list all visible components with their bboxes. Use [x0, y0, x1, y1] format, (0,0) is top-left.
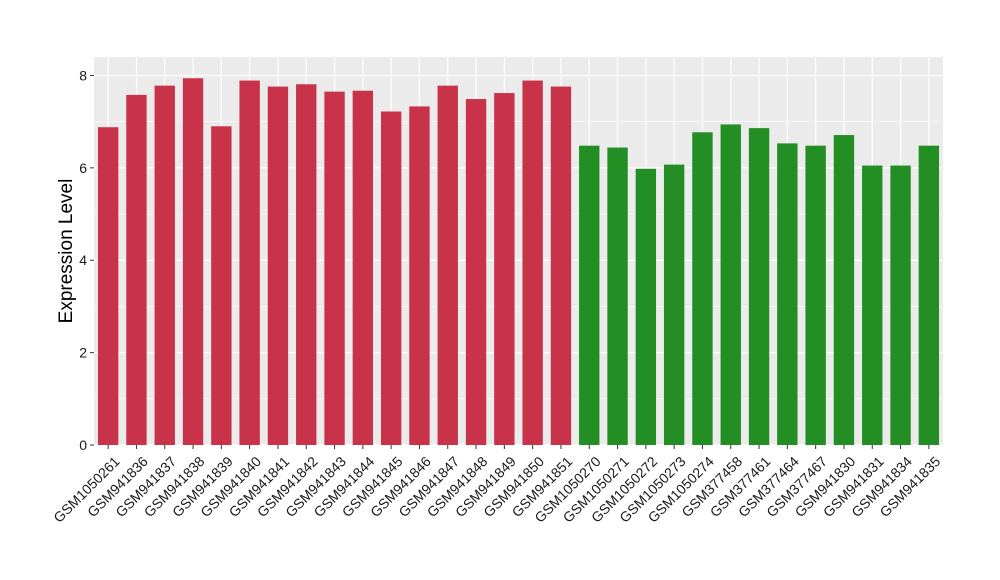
bar-GSM941847	[437, 85, 458, 445]
bar-GSM941836	[126, 94, 147, 445]
bar-GSM1050274	[692, 132, 713, 446]
y-axis: 0 2 4 6 8	[79, 67, 94, 453]
bar-GSM941834	[890, 165, 911, 446]
bar-GSM941837	[154, 85, 175, 445]
y-axis-title: Expression Level	[56, 179, 77, 324]
bar-GSM941838	[182, 78, 204, 445]
bars	[97, 78, 940, 446]
x-axis: GSM1050261GSM941836GSM941837GSM941838GSM…	[50, 445, 943, 526]
bar-GSM941842	[296, 84, 317, 445]
y-tick-label: 2	[79, 345, 87, 361]
bar-GSM941843	[324, 91, 345, 445]
bar-GSM1050271	[607, 147, 628, 445]
y-tick-label: 8	[79, 67, 87, 83]
bar-GSM377458	[720, 124, 741, 445]
bar-GSM941839	[211, 126, 232, 445]
bar-GSM1050261	[97, 127, 119, 446]
bar-GSM377464	[777, 143, 798, 445]
bar-GSM941841	[267, 86, 289, 445]
y-tick-label: 4	[79, 252, 87, 268]
y-tick-label: 0	[79, 437, 87, 453]
bar-GSM941830	[833, 135, 855, 445]
bar-GSM941840	[239, 80, 260, 445]
bar-GSM1050272	[635, 168, 657, 445]
bar-GSM941831	[862, 165, 883, 446]
bar-GSM1050270	[579, 145, 600, 445]
bar-GSM377461	[748, 128, 770, 445]
y-tick-label: 6	[79, 160, 87, 176]
bar-GSM941835	[918, 145, 940, 445]
bar-GSM941846	[409, 106, 430, 446]
bar-GSM941845	[380, 111, 402, 445]
bar-GSM377467	[805, 145, 826, 445]
bar-GSM941850	[522, 80, 543, 445]
bar-GSM941851	[550, 86, 572, 445]
bar-GSM941849	[494, 93, 515, 445]
bar-GSM941844	[352, 90, 374, 445]
bar-GSM941848	[465, 99, 487, 445]
bar-GSM1050273	[663, 164, 685, 445]
